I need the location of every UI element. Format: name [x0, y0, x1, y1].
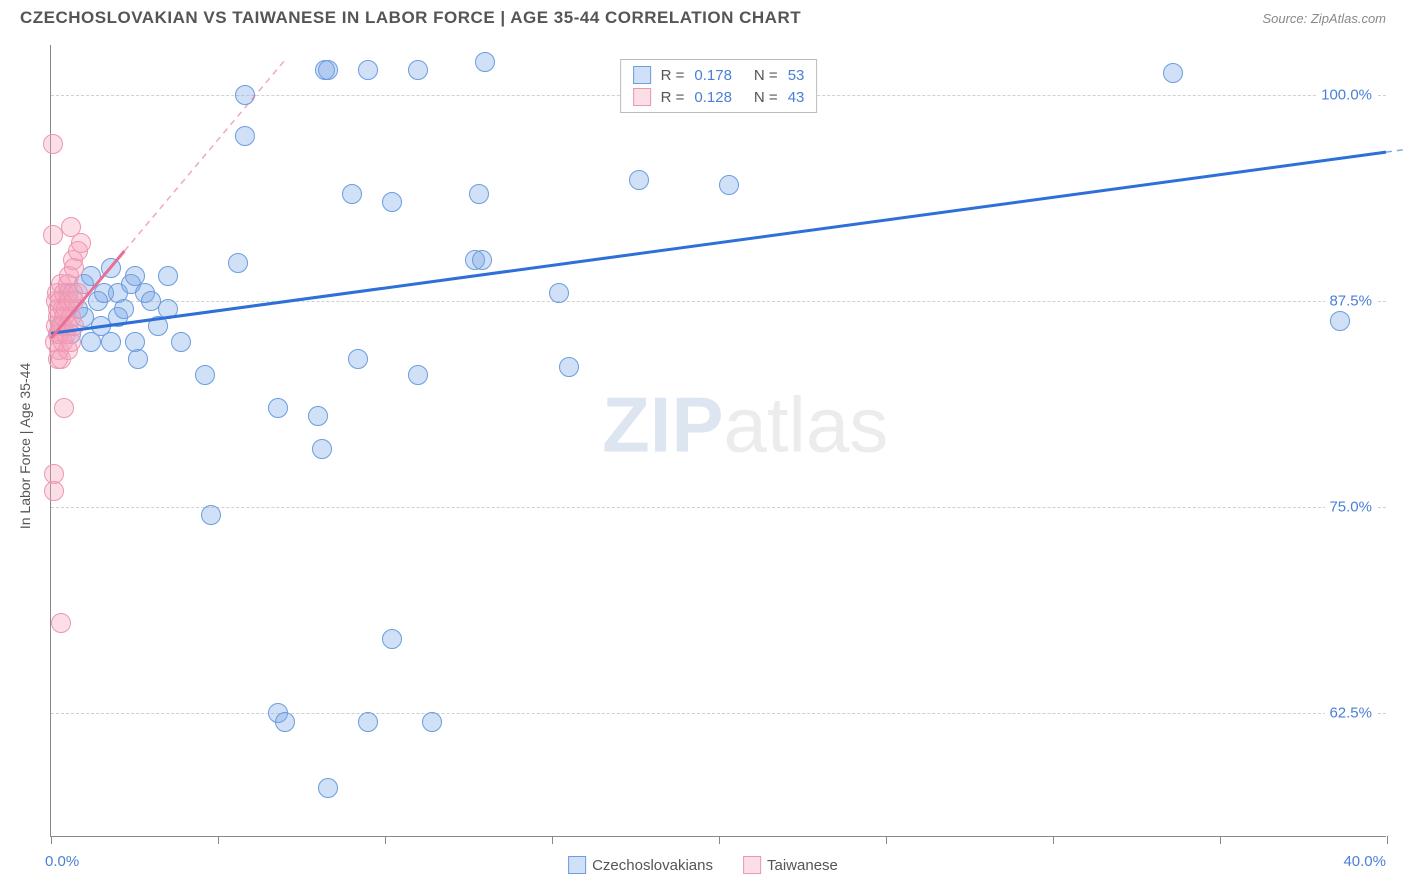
- chart-header: CZECHOSLOVAKIAN VS TAIWANESE IN LABOR FO…: [0, 0, 1406, 28]
- scatter-point: [235, 126, 255, 146]
- gridline: [51, 301, 1386, 302]
- gridline: [51, 507, 1386, 508]
- scatter-point: [358, 712, 378, 732]
- x-tick: [1387, 836, 1388, 844]
- y-tick-label: 87.5%: [1325, 292, 1376, 309]
- scatter-point: [54, 398, 74, 418]
- scatter-point: [559, 357, 579, 377]
- scatter-point: [43, 134, 63, 154]
- scatter-point: [312, 439, 332, 459]
- scatter-point: [44, 481, 64, 501]
- scatter-point: [408, 60, 428, 80]
- scatter-point: [268, 398, 288, 418]
- scatter-point: [549, 283, 569, 303]
- scatter-point: [275, 712, 295, 732]
- legend-label: Czechoslovakians: [592, 857, 713, 874]
- n-value: 43: [788, 89, 805, 106]
- x-tick: [218, 836, 219, 844]
- scatter-point: [318, 60, 338, 80]
- scatter-point: [51, 613, 71, 633]
- chart-title: CZECHOSLOVAKIAN VS TAIWANESE IN LABOR FO…: [20, 8, 801, 28]
- scatter-point: [472, 250, 492, 270]
- legend-swatch: [633, 66, 651, 84]
- scatter-point: [158, 299, 178, 319]
- y-tick-label: 75.0%: [1325, 499, 1376, 516]
- scatter-point: [308, 406, 328, 426]
- scatter-point: [408, 365, 428, 385]
- scatter-point: [128, 349, 148, 369]
- y-tick-label: 100.0%: [1317, 86, 1376, 103]
- scatter-point: [195, 365, 215, 385]
- r-value: 0.128: [694, 89, 732, 106]
- scatter-point: [228, 253, 248, 273]
- gridline: [51, 713, 1386, 714]
- x-tick: [552, 836, 553, 844]
- y-axis-label: In Labor Force | Age 35-44: [17, 363, 33, 529]
- scatter-point: [68, 283, 88, 303]
- scatter-point: [1163, 63, 1183, 83]
- bottom-legend: Czechoslovakians Taiwanese: [568, 856, 838, 874]
- chart-source: Source: ZipAtlas.com: [1262, 11, 1386, 26]
- scatter-point: [64, 316, 84, 336]
- scatter-point: [158, 266, 178, 286]
- legend-swatch: [633, 88, 651, 106]
- y-tick-label: 62.5%: [1325, 705, 1376, 722]
- scatter-point: [1330, 311, 1350, 331]
- legend-swatch: [568, 856, 586, 874]
- x-tick: [886, 836, 887, 844]
- x-tick: [1220, 836, 1221, 844]
- x-tick: [1053, 836, 1054, 844]
- scatter-point: [422, 712, 442, 732]
- stats-legend-row: R =0.178N =53: [629, 64, 809, 86]
- scatter-point: [71, 233, 91, 253]
- n-value: 53: [788, 67, 805, 84]
- scatter-point: [235, 85, 255, 105]
- scatter-point: [114, 299, 134, 319]
- scatter-point: [342, 184, 362, 204]
- scatter-point: [629, 170, 649, 190]
- scatter-point: [475, 52, 495, 72]
- x-axis-max-label: 40.0%: [1343, 853, 1386, 870]
- scatter-point: [719, 175, 739, 195]
- legend-item: Czechoslovakians: [568, 856, 713, 874]
- scatter-point: [318, 778, 338, 798]
- scatter-point: [101, 258, 121, 278]
- scatter-point: [382, 192, 402, 212]
- legend-swatch: [743, 856, 761, 874]
- scatter-point: [469, 184, 489, 204]
- legend-label: Taiwanese: [767, 857, 838, 874]
- stats-legend: R =0.178N =53R =0.128N =43: [620, 59, 818, 113]
- scatter-point: [358, 60, 378, 80]
- legend-item: Taiwanese: [743, 856, 838, 874]
- scatter-point: [348, 349, 368, 369]
- chart-plot-area: ZIPatlas 62.5%75.0%87.5%100.0% R =0.178N…: [50, 45, 1386, 837]
- x-axis-min-label: 0.0%: [45, 853, 79, 870]
- scatter-point: [101, 332, 121, 352]
- stats-legend-row: R =0.128N =43: [629, 86, 809, 108]
- scatter-point: [171, 332, 191, 352]
- scatter-point: [382, 629, 402, 649]
- r-value: 0.178: [694, 67, 732, 84]
- x-tick: [51, 836, 52, 844]
- x-tick: [385, 836, 386, 844]
- x-tick: [719, 836, 720, 844]
- scatter-point: [201, 505, 221, 525]
